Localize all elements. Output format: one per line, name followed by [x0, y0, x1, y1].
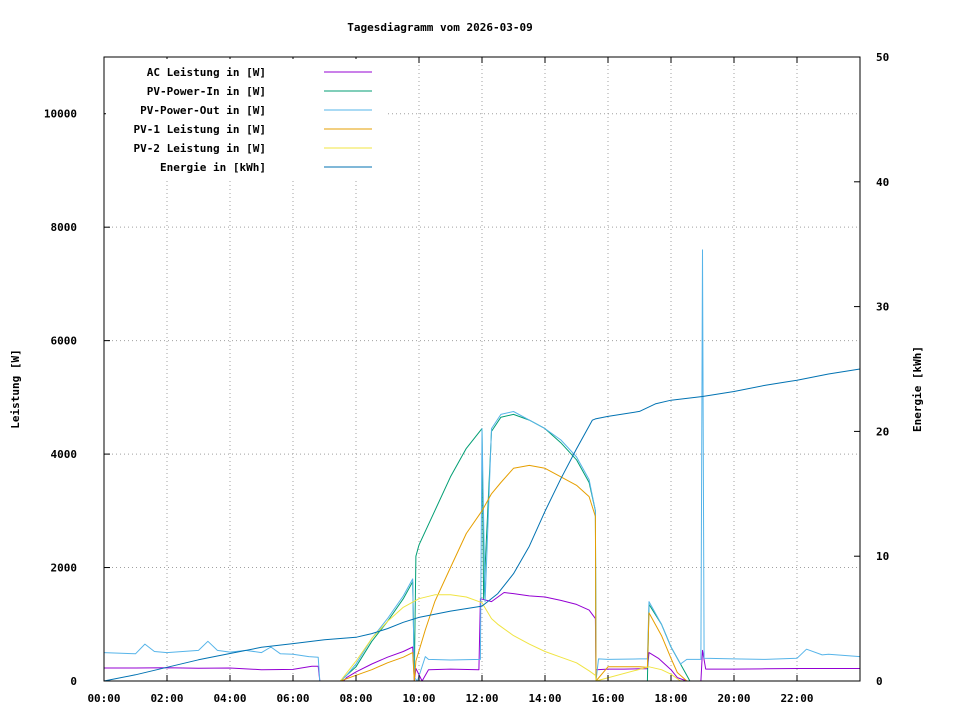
y2-tick-label: 20 [876, 425, 889, 438]
x-tick-label: 14:00 [528, 692, 561, 705]
legend-label: PV-2 Leistung in [W] [134, 142, 266, 155]
legend-box [106, 59, 386, 179]
legend-label: PV-1 Leistung in [W] [134, 123, 266, 136]
series-line-pv-power-out-in-w [103, 249, 861, 682]
legend-label: AC Leistung in [W] [147, 66, 266, 79]
y-tick-label: 10000 [44, 108, 77, 121]
series-line-pv-power-in-in-w [339, 413, 691, 682]
x-tick-label: 06:00 [276, 692, 309, 705]
y-tick-label: 8000 [51, 221, 78, 234]
x-tick-label: 10:00 [402, 692, 435, 705]
x-tick-label: 12:00 [465, 692, 498, 705]
y2-tick-label: 0 [876, 675, 883, 688]
legend-label: PV-Power-Out in [W] [140, 104, 266, 117]
chart-title: Tagesdiagramm vom 2026-03-09 [347, 21, 532, 34]
y-axis-label: Leistung [W] [9, 349, 22, 428]
x-tick-label: 20:00 [717, 692, 750, 705]
y-tick-label: 2000 [51, 562, 78, 575]
axis-ticks: 00:00 02:00 04:00 06:00 08:00 10:00 12:00 14:00… [44, 51, 889, 705]
y2-tick-label: 50 [876, 51, 889, 64]
y2-tick-label: 40 [876, 176, 889, 189]
y-tick-label: 4000 [51, 448, 78, 461]
y-tick-label: 6000 [51, 335, 78, 348]
x-tick-label: 18:00 [654, 692, 687, 705]
series-group [103, 249, 861, 682]
y2-tick-label: 10 [876, 550, 889, 563]
x-tick-label: 22:00 [780, 692, 813, 705]
legend-label: Energie in [kWh] [160, 161, 266, 174]
series-line-energie-in-kwh [103, 368, 861, 682]
x-tick-label: 08:00 [339, 692, 372, 705]
x-tick-label: 16:00 [591, 692, 624, 705]
y2-axis-label: Energie [kWh] [911, 346, 924, 432]
legend-label: PV-Power-In in [W] [147, 85, 266, 98]
y2-tick-label: 30 [876, 301, 889, 314]
legend: AC Leistung in [W] PV-Power-In in [W] PV-P… [106, 59, 386, 179]
x-tick-label: 04:00 [213, 692, 246, 705]
series-line-pv-2-leistung-in-w [339, 594, 681, 682]
x-tick-label: 02:00 [150, 692, 183, 705]
x-tick-label: 00:00 [87, 692, 120, 705]
y-tick-label: 0 [70, 675, 77, 688]
